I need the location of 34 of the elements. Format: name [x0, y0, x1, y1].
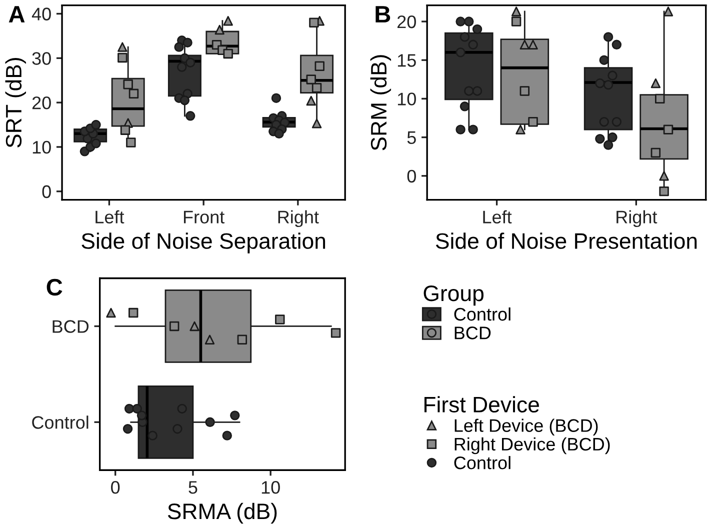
y-tick-label: 15 — [398, 54, 416, 67]
y-tick-label: 20 — [32, 96, 51, 110]
legend-label: Control — [454, 456, 510, 470]
text: B — [376, 6, 390, 22]
y-tick-label: 10 — [398, 92, 416, 106]
legend-label: Right Device (BCD) — [454, 437, 610, 454]
text: First Device — [424, 396, 539, 413]
y-tick-label: 0 — [42, 185, 51, 198]
x-tick-label: 5 — [188, 481, 198, 494]
y-tick-label: 40 — [32, 8, 51, 20]
text: Group — [424, 285, 484, 306]
x-axis-title: SRMA (dB) — [168, 502, 277, 524]
text: A — [8, 6, 25, 22]
x-tick-label: Right — [278, 210, 319, 228]
x-tick-label: Left — [483, 210, 512, 224]
legend-label: BCD — [454, 326, 491, 340]
x-tick-label: Right — [616, 210, 658, 228]
y-tick-label: 30 — [32, 52, 51, 65]
y-tick-label: Control — [32, 416, 88, 429]
x-tick-label: 10 — [262, 481, 280, 494]
x-axis-title: Side of Noise Presentation — [436, 232, 697, 249]
legend-label: Control — [454, 307, 510, 321]
text: C — [46, 278, 62, 296]
y-tick-label: 10 — [32, 140, 51, 154]
x-axis-title: Side of Noise Separation — [82, 232, 326, 254]
y-tick-label: 20 — [398, 15, 416, 28]
x-tick-label: Front — [184, 210, 224, 224]
y-axis-title: SRT (dB) — [5, 58, 26, 148]
x-tick-label: Left — [96, 210, 124, 224]
legend-label: Left Device (BCD) — [454, 418, 598, 436]
y-tick-label: 0 — [407, 170, 416, 183]
x-tick-label: 0 — [111, 481, 120, 494]
y-tick-label: 5 — [407, 131, 416, 144]
y-axis-title: SRM (dB) — [370, 55, 392, 150]
